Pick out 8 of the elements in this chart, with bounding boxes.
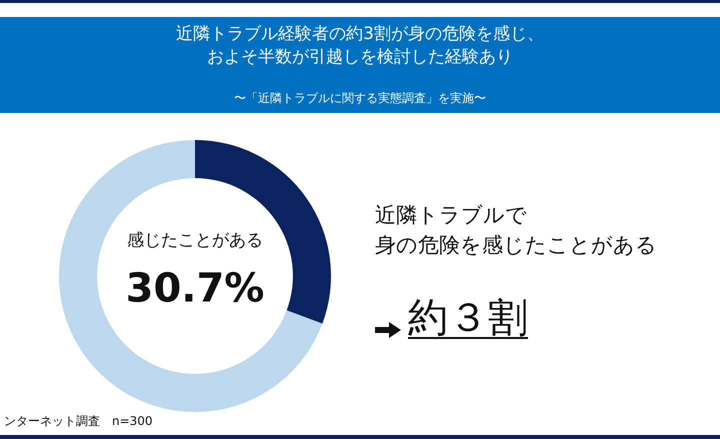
chart-title: 近隣トラブル経験者の約3割が身の危険を感じ、およそ半数が引越しを検討した経験あり [175,23,545,69]
text: 〜「近隣トラブルに関する実態調査」を実施〜 [233,90,487,107]
text: 近隣トラブルで [375,202,527,229]
text: ンターネット調査 n=300 [4,413,153,430]
data-label: 30.7% [126,265,264,312]
slice-label: 感じたことがある [127,230,263,250]
text: 約３割 [408,294,528,343]
text: 身の危険を感じたことがある [375,232,657,259]
